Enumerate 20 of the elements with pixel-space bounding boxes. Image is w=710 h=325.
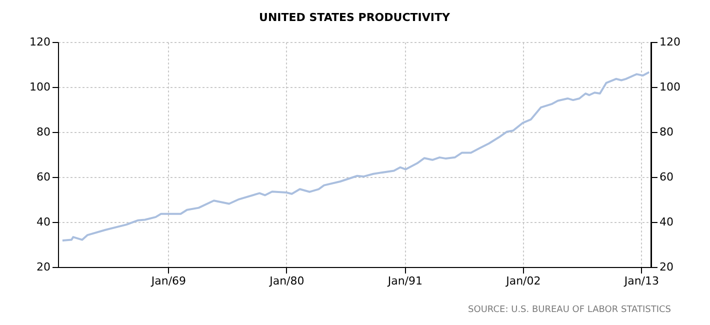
y2-tick-label: 40 [660, 216, 674, 228]
y-tick-label: 120 [30, 36, 50, 48]
y-tick-label: 40 [36, 216, 50, 228]
line-series [61, 71, 650, 242]
y2-tick-label: 60 [660, 170, 674, 184]
y2-tick-label: 100 [660, 80, 680, 94]
source-note: SOURCE: U.S. BUREAU OF LABOR STATISTICS [468, 305, 672, 315]
y-tick-label: 20 [36, 260, 50, 274]
x-tick-label: Jan/80 [268, 274, 304, 288]
chart-title: UNITED STATES PRODUCTIVITY [259, 11, 451, 24]
y-tick-label: 100 [30, 80, 50, 94]
x-tick-label: Jan/69 [150, 274, 186, 288]
x-tick-label: Jan/02 [505, 274, 541, 288]
x-tick-label: Jan/13 [623, 274, 660, 288]
y2-tick-label: 120 [660, 36, 680, 48]
y2-tick-label: 80 [660, 126, 674, 138]
y2-tick-label: 20 [660, 260, 674, 274]
x-tick-label: Jan/91 [386, 274, 423, 288]
y-tick-label: 60 [36, 170, 50, 184]
y-tick-label: 80 [36, 126, 50, 138]
